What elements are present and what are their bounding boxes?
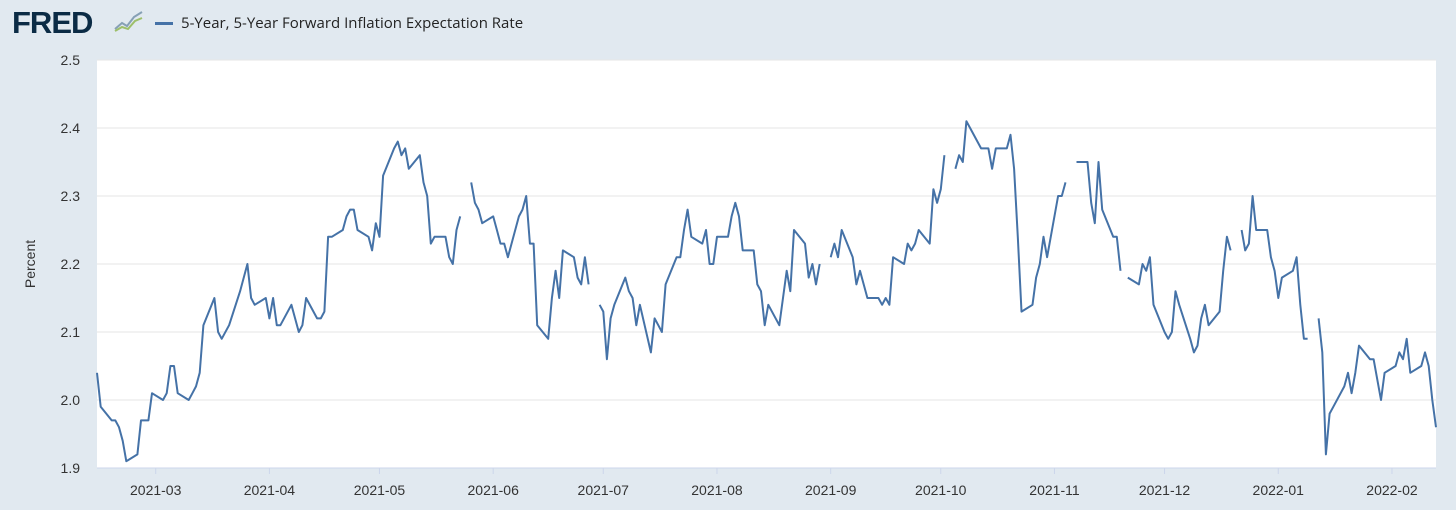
- y-tick-label: 2.1: [61, 324, 81, 340]
- x-tick-label: 2021-07: [578, 482, 630, 498]
- x-tick-label: 2021-03: [130, 482, 182, 498]
- series-line-segment[interactable]: [1076, 161, 1122, 271]
- x-tick-label: 2022-01: [1253, 482, 1305, 498]
- x-tick-label: 2021-12: [1139, 482, 1191, 498]
- legend[interactable]: 5-Year, 5-Year Forward Inflation Expecta…: [155, 11, 523, 35]
- x-tick-label: 2021-09: [805, 482, 857, 498]
- y-tick-label: 2.2: [61, 256, 81, 272]
- series-line-segment[interactable]: [96, 140, 462, 463]
- legend-swatch: [155, 21, 173, 25]
- series-line-segment[interactable]: [1317, 318, 1437, 456]
- y-axis-label: Percent: [22, 240, 38, 288]
- series-line-segment[interactable]: [954, 120, 1067, 313]
- series-line-segment[interactable]: [1240, 195, 1308, 340]
- y-tick-label: 2.3: [61, 188, 81, 204]
- x-tick-label: 2021-05: [354, 482, 406, 498]
- legend-label: 5-Year, 5-Year Forward Inflation Expecta…: [181, 13, 524, 33]
- fred-logo[interactable]: FRED: [12, 5, 93, 40]
- x-tick-label: 2021-04: [244, 482, 296, 498]
- y-tick-label: 1.9: [61, 460, 81, 476]
- series-line-segment[interactable]: [1127, 235, 1232, 354]
- chart-header: FRED 5-Year, 5-Year Forward Inflation Ex…: [0, 0, 1456, 50]
- series-line-segment[interactable]: [829, 155, 946, 306]
- y-tick-label: 2.4: [61, 120, 81, 136]
- y-tick-label: 2.0: [61, 392, 81, 408]
- x-axis-ticks: 2021-03 2021-04 2021-05 2021-06 2021-07 2021-…: [97, 467, 1436, 498]
- series-lines[interactable]: [96, 120, 1437, 463]
- series-line-segment[interactable]: [598, 201, 821, 361]
- y-tick-label: 2.5: [61, 52, 81, 68]
- x-tick-label: 2022-02: [1366, 482, 1418, 498]
- series-line-segment[interactable]: [470, 182, 590, 340]
- y-axis-ticks: 1.9 2.0 2.1 2.2 2.3 2.4 2.5: [61, 52, 81, 476]
- line-graph-icon: [114, 9, 144, 33]
- x-tick-label: 2021-11: [1029, 482, 1080, 498]
- x-tick-label: 2021-10: [915, 482, 967, 498]
- x-tick-label: 2021-08: [691, 482, 743, 498]
- x-tick-label: 2021-06: [468, 482, 520, 498]
